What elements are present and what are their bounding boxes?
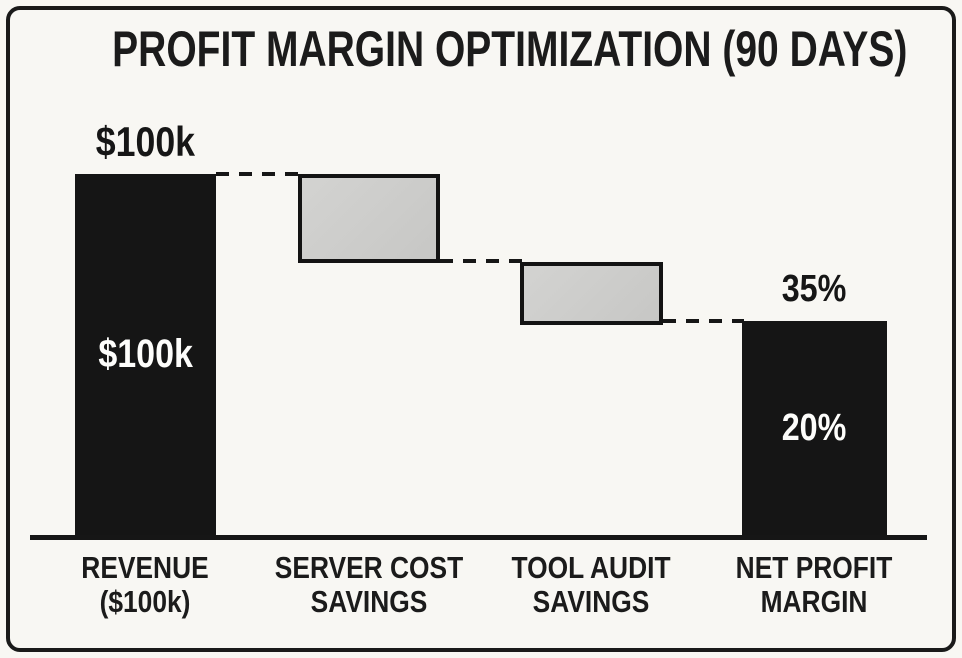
category-server-line1: SERVER COST bbox=[274, 550, 464, 585]
bar-revenue: $100k bbox=[75, 174, 216, 535]
chart-title: PROFIT MARGIN OPTIMIZATION (90 DAYS) bbox=[0, 20, 962, 78]
revenue-value-label: $100k bbox=[60, 118, 231, 166]
net-profit-value-label: 35% bbox=[727, 268, 902, 311]
connector-dash-2 bbox=[440, 259, 522, 263]
category-server-line2: SAVINGS bbox=[310, 584, 428, 620]
connector-dash-3 bbox=[663, 319, 744, 323]
net-profit-inner-label: 20% bbox=[782, 406, 847, 449]
category-net-line2: MARGIN bbox=[760, 584, 868, 620]
category-net-line1: NET PROFIT bbox=[735, 550, 893, 585]
bar-net-profit-margin: 20% bbox=[742, 321, 887, 535]
chart-title-text: PROFIT MARGIN OPTIMIZATION (90 DAYS) bbox=[112, 21, 908, 77]
bar-server-cost-savings bbox=[298, 174, 440, 263]
category-tool-line2: SAVINGS bbox=[532, 584, 650, 620]
category-label-server-cost-savings: SERVER COST SAVINGS bbox=[249, 550, 489, 620]
revenue-inner-label: $100k bbox=[98, 332, 193, 376]
category-tool-line1: TOOL AUDIT bbox=[511, 550, 671, 585]
category-revenue-line2: ($100k) bbox=[99, 584, 191, 620]
x-axis-baseline bbox=[30, 535, 927, 540]
bar-tool-audit-savings bbox=[520, 262, 663, 325]
net-profit-value-text: 35% bbox=[782, 268, 847, 310]
category-label-net-profit-margin: NET PROFIT MARGIN bbox=[694, 550, 934, 620]
category-label-revenue: REVENUE ($100k) bbox=[25, 550, 265, 620]
category-label-tool-audit-savings: TOOL AUDIT SAVINGS bbox=[471, 550, 711, 620]
revenue-value-text: $100k bbox=[95, 118, 196, 165]
connector-dash-1 bbox=[216, 172, 300, 176]
category-revenue-line1: REVENUE bbox=[81, 550, 209, 585]
